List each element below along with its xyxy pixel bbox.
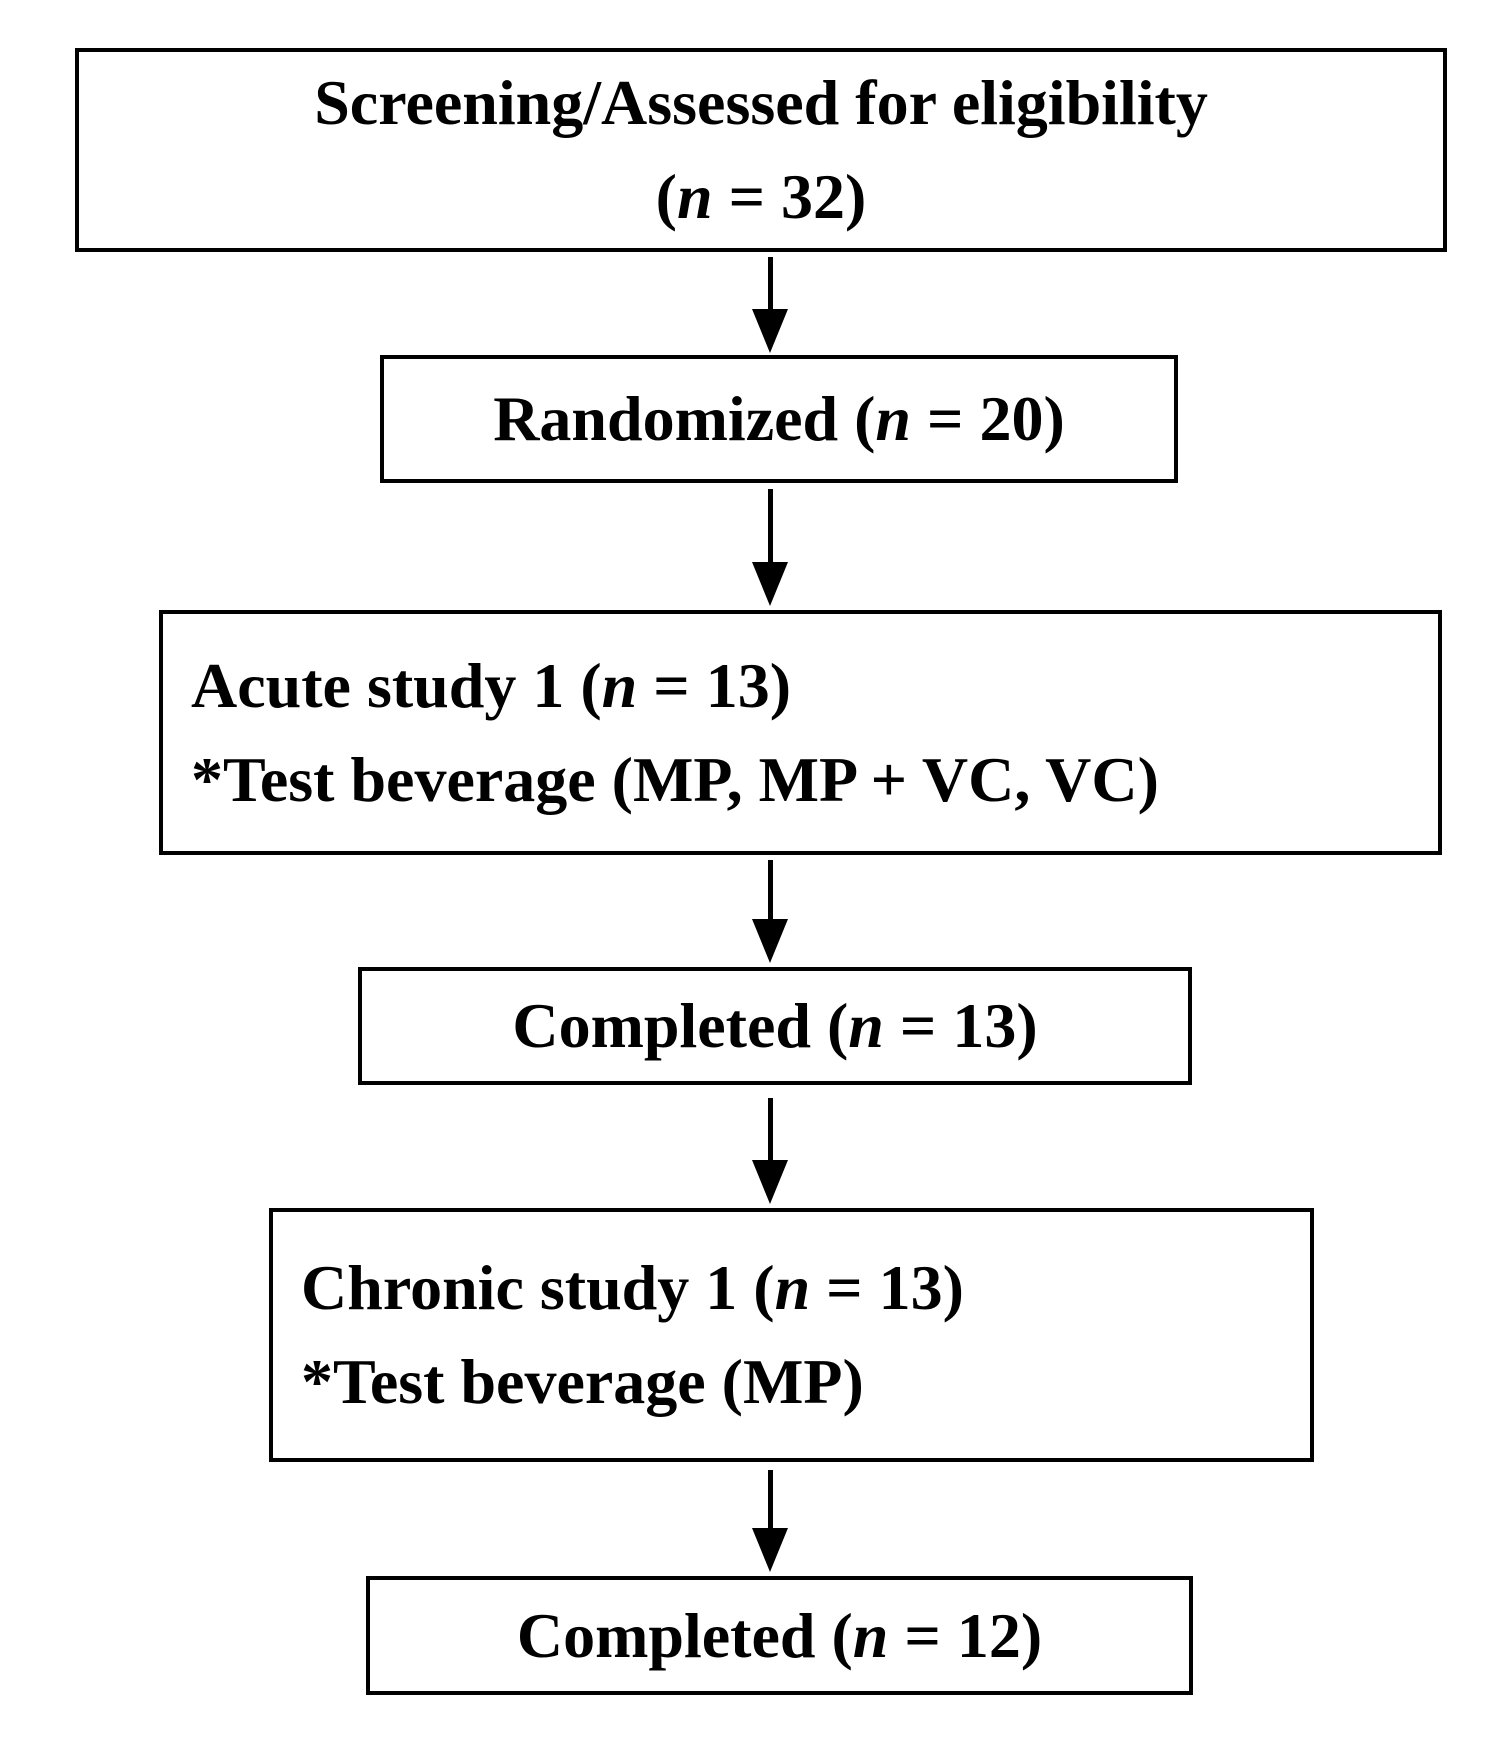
text-segment: *Test beverage (MP, MP + VC, VC) (191, 743, 1159, 815)
text-segment: ( (655, 161, 677, 232)
arrow-shaft (767, 1470, 773, 1528)
flow-box-randomized: Randomized (n = 20) (380, 355, 1178, 483)
text-segment: = 13) (810, 1252, 964, 1323)
arrow-shaft (767, 860, 773, 919)
arrow-head (752, 309, 788, 353)
n-variable: n (875, 383, 912, 454)
text-segment: = 12) (888, 1599, 1043, 1671)
text-segment: = 13) (883, 990, 1038, 1061)
down-arrow-icon (751, 1098, 789, 1204)
flow-box-acute-study: Acute study 1 (n = 13) *Test beverage (M… (159, 610, 1442, 855)
flow-box-completed-acute: Completed (n = 13) (358, 967, 1192, 1085)
text-segment: = 32) (712, 161, 867, 232)
n-variable: n (601, 649, 638, 721)
text-line: Acute study 1 (n = 13) (191, 639, 1438, 733)
text-segment: Randomized ( (493, 383, 876, 454)
text-segment: Completed ( (512, 990, 849, 1061)
down-arrow-icon (751, 1470, 789, 1572)
text-line: Completed (n = 13) (362, 979, 1188, 1073)
text-segment: Chronic study 1 ( (301, 1252, 775, 1323)
arrow-head (752, 562, 788, 606)
flow-box-completed-chronic: Completed (n = 12) (366, 1576, 1193, 1695)
text-line: Randomized (n = 20) (384, 372, 1174, 466)
text-segment: = 13) (637, 649, 792, 721)
down-arrow-icon (751, 489, 789, 606)
arrow-head (752, 1160, 788, 1204)
text-line: Completed (n = 12) (370, 1589, 1189, 1683)
text-segment: *Test beverage (MP) (301, 1346, 864, 1417)
flow-box-chronic-study: Chronic study 1 (n = 13) *Test beverage … (269, 1208, 1314, 1462)
text-segment: Completed ( (516, 1599, 853, 1671)
text-segment: Screening/Assessed for eligibility (314, 67, 1208, 138)
down-arrow-icon (751, 860, 789, 963)
flow-box-screening: Screening/Assessed for eligibility (n = … (75, 48, 1447, 252)
text-segment: Acute study 1 ( (191, 649, 602, 721)
text-line: *Test beverage (MP, MP + VC, VC) (191, 733, 1438, 827)
text-line: Screening/Assessed for eligibility (79, 56, 1443, 150)
n-variable: n (774, 1252, 811, 1323)
arrow-shaft (767, 257, 773, 309)
down-arrow-icon (751, 257, 789, 353)
n-variable: n (852, 1599, 889, 1671)
arrow-head (752, 919, 788, 963)
arrow-shaft (767, 1098, 773, 1160)
arrow-head (752, 1528, 788, 1572)
text-segment: = 20) (911, 383, 1065, 454)
text-line: Chronic study 1 (n = 13) (301, 1241, 1310, 1335)
arrow-shaft (767, 489, 773, 562)
text-line: (n = 32) (79, 150, 1443, 244)
n-variable: n (676, 161, 713, 232)
n-variable: n (848, 990, 884, 1061)
text-line: *Test beverage (MP) (301, 1335, 1310, 1429)
